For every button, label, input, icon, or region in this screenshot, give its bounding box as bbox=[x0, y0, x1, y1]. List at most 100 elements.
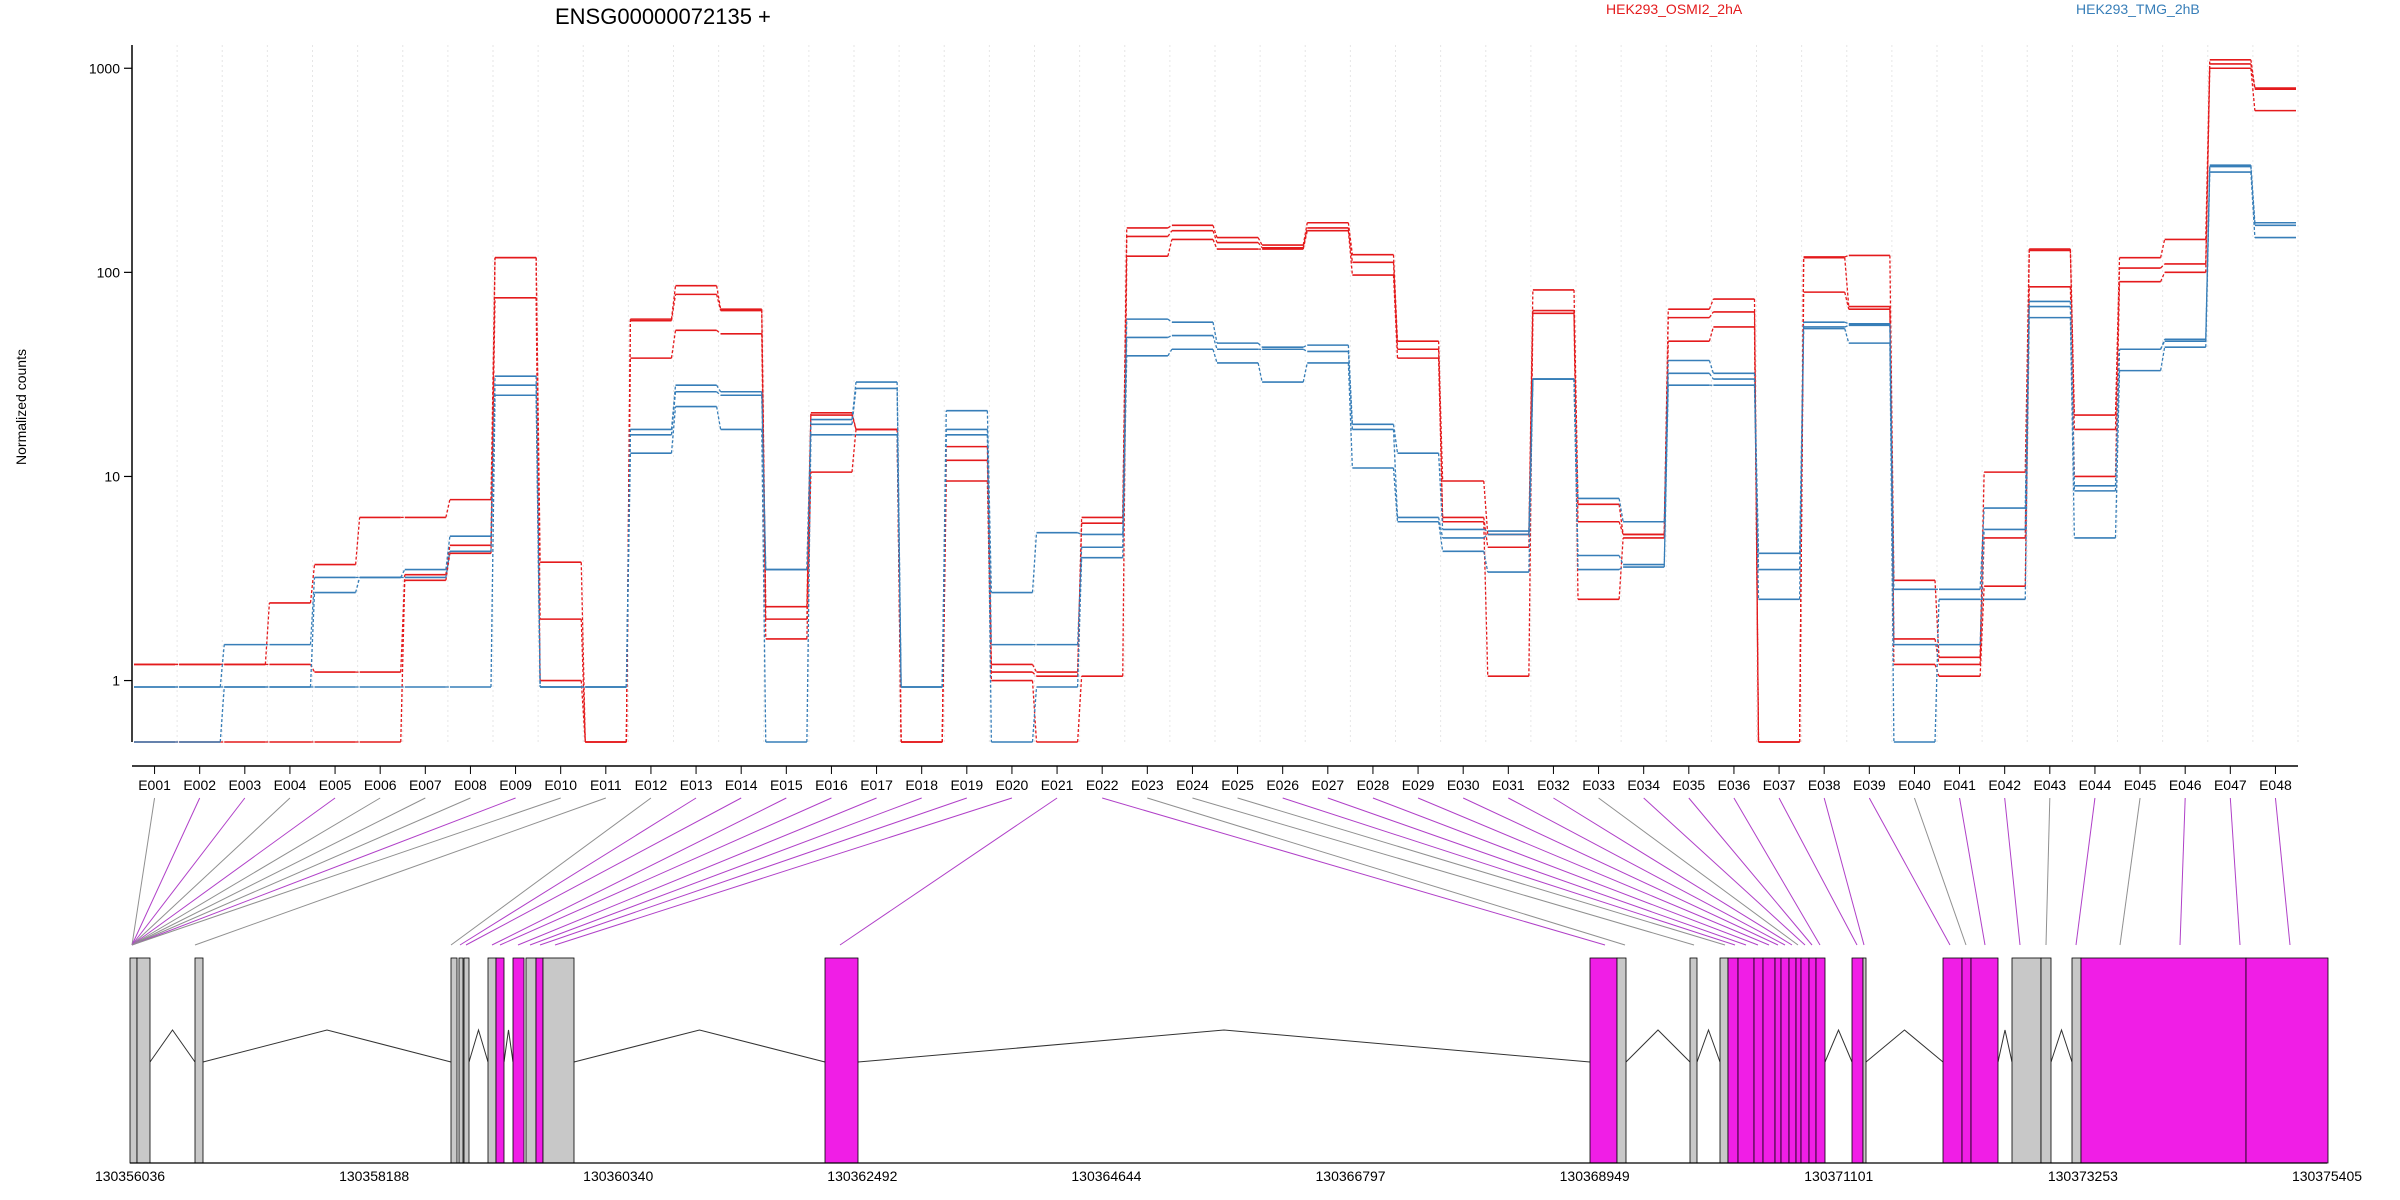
step-connector bbox=[1844, 328, 1850, 344]
x-tick-label: E035 bbox=[1672, 777, 1705, 793]
step-connector bbox=[1437, 517, 1444, 539]
exon-highlighted bbox=[1737, 957, 1755, 1164]
exon bbox=[2071, 957, 2082, 1164]
bin-connector bbox=[2179, 797, 2186, 946]
bin-connector bbox=[2274, 797, 2291, 946]
bin-connector bbox=[1598, 797, 1799, 946]
step-connector bbox=[716, 329, 722, 335]
x-tick-label: E041 bbox=[1943, 777, 1976, 793]
x-tick-label: E039 bbox=[1853, 777, 1886, 793]
intron bbox=[1696, 1028, 1721, 1063]
step-connector bbox=[1392, 254, 1399, 342]
step-connector bbox=[1076, 547, 1083, 645]
step-connector bbox=[1979, 529, 1985, 645]
step-connector bbox=[1979, 586, 1985, 677]
step-connector bbox=[1483, 480, 1489, 535]
step-connector bbox=[1889, 343, 1895, 743]
step-connector bbox=[851, 388, 857, 425]
exon bbox=[463, 957, 470, 1164]
x-tick-label: E048 bbox=[2259, 777, 2292, 793]
step-connector bbox=[580, 680, 586, 743]
step-connector bbox=[1844, 291, 1850, 310]
exon bbox=[542, 957, 575, 1164]
step-connector bbox=[400, 580, 406, 743]
step-connector bbox=[1257, 362, 1263, 383]
exon-highlighted bbox=[1808, 957, 1817, 1164]
y-axis-label: Normalized counts bbox=[13, 349, 29, 465]
x-tick-label: E017 bbox=[860, 777, 893, 793]
x-tick-label: E019 bbox=[950, 777, 983, 793]
x-tick-label: E032 bbox=[1537, 777, 1570, 793]
bin-connector bbox=[1553, 797, 1793, 946]
exon-highlighted bbox=[1800, 957, 1810, 1164]
bin-connector bbox=[1823, 797, 1865, 946]
step-connector bbox=[1167, 224, 1173, 229]
bin-connector bbox=[2229, 797, 2241, 946]
step-connector bbox=[670, 330, 677, 359]
bin-connector bbox=[2119, 797, 2141, 946]
step-connector bbox=[1257, 237, 1263, 246]
step-connector bbox=[1844, 257, 1850, 307]
bin-connector bbox=[131, 797, 336, 946]
x-tick-label: E006 bbox=[364, 777, 397, 793]
step-connector bbox=[1708, 372, 1714, 380]
step-connector bbox=[1483, 521, 1489, 677]
step-connector bbox=[2160, 272, 2166, 282]
step-connector bbox=[1167, 318, 1173, 323]
bin-connector bbox=[554, 797, 1013, 946]
step-connector bbox=[1347, 345, 1354, 425]
step-connector bbox=[1212, 239, 1218, 250]
y-axis: 1 10 100 1000 bbox=[89, 45, 2298, 767]
legend-entry-tmg: HEK293_TMG_2hB bbox=[2076, 1, 2200, 17]
step-connector bbox=[2250, 172, 2256, 238]
bin-connector bbox=[1868, 797, 1951, 946]
bin-connector bbox=[529, 797, 922, 946]
step-connector bbox=[2160, 263, 2166, 269]
step-connector bbox=[715, 285, 722, 310]
x-tick-label: E009 bbox=[499, 777, 532, 793]
x-tick-label: E045 bbox=[2124, 777, 2157, 793]
genomic-tick-label: 130373253 bbox=[2048, 1168, 2118, 1184]
x-tick-label: E036 bbox=[1718, 777, 1751, 793]
step-connector bbox=[1167, 334, 1173, 339]
step-connector bbox=[851, 429, 857, 473]
bin-connector bbox=[131, 797, 156, 946]
step-connector bbox=[1663, 317, 1669, 535]
exon-highlighted bbox=[1851, 957, 1864, 1164]
x-tick-label: E022 bbox=[1086, 777, 1119, 793]
step-connector bbox=[1618, 521, 1624, 535]
exon bbox=[458, 957, 464, 1164]
exon-highlighted bbox=[1942, 957, 1963, 1164]
step-connector bbox=[1437, 358, 1444, 522]
x-tick-label: E040 bbox=[1898, 777, 1931, 793]
step-connector bbox=[1483, 528, 1488, 532]
bin-connector bbox=[131, 797, 426, 946]
bin-connector bbox=[1913, 797, 1967, 946]
step-connector bbox=[1618, 566, 1624, 571]
step-connector bbox=[1076, 557, 1083, 688]
genomic-tick-label: 130375405 bbox=[2292, 1168, 2362, 1184]
x-tick-label: E047 bbox=[2214, 777, 2247, 793]
intron bbox=[503, 1029, 514, 1063]
x-tick-label: E018 bbox=[905, 777, 938, 793]
exon-highlighted bbox=[1970, 957, 1999, 1164]
x-tick-label: E033 bbox=[1582, 777, 1615, 793]
bin-connector bbox=[131, 797, 246, 946]
x-tick-label: E044 bbox=[2079, 777, 2112, 793]
exon bbox=[2040, 957, 2052, 1164]
step-connector bbox=[445, 551, 451, 578]
x-tick-label: E005 bbox=[319, 777, 352, 793]
step-connector bbox=[896, 434, 902, 688]
genomic-tick-label: 130371101 bbox=[1804, 1168, 1873, 1184]
x-tick-label: E013 bbox=[680, 777, 713, 793]
step-connector bbox=[716, 391, 722, 396]
exon-highlighted bbox=[824, 957, 859, 1164]
x-tick-label: E015 bbox=[770, 777, 803, 793]
step-connector bbox=[1031, 664, 1038, 673]
step-connector bbox=[309, 564, 316, 604]
exon bbox=[450, 957, 458, 1164]
step-connector bbox=[400, 569, 406, 578]
step-connector bbox=[806, 424, 812, 570]
step-connector bbox=[1347, 230, 1354, 276]
x-tick-label: E020 bbox=[996, 777, 1029, 793]
